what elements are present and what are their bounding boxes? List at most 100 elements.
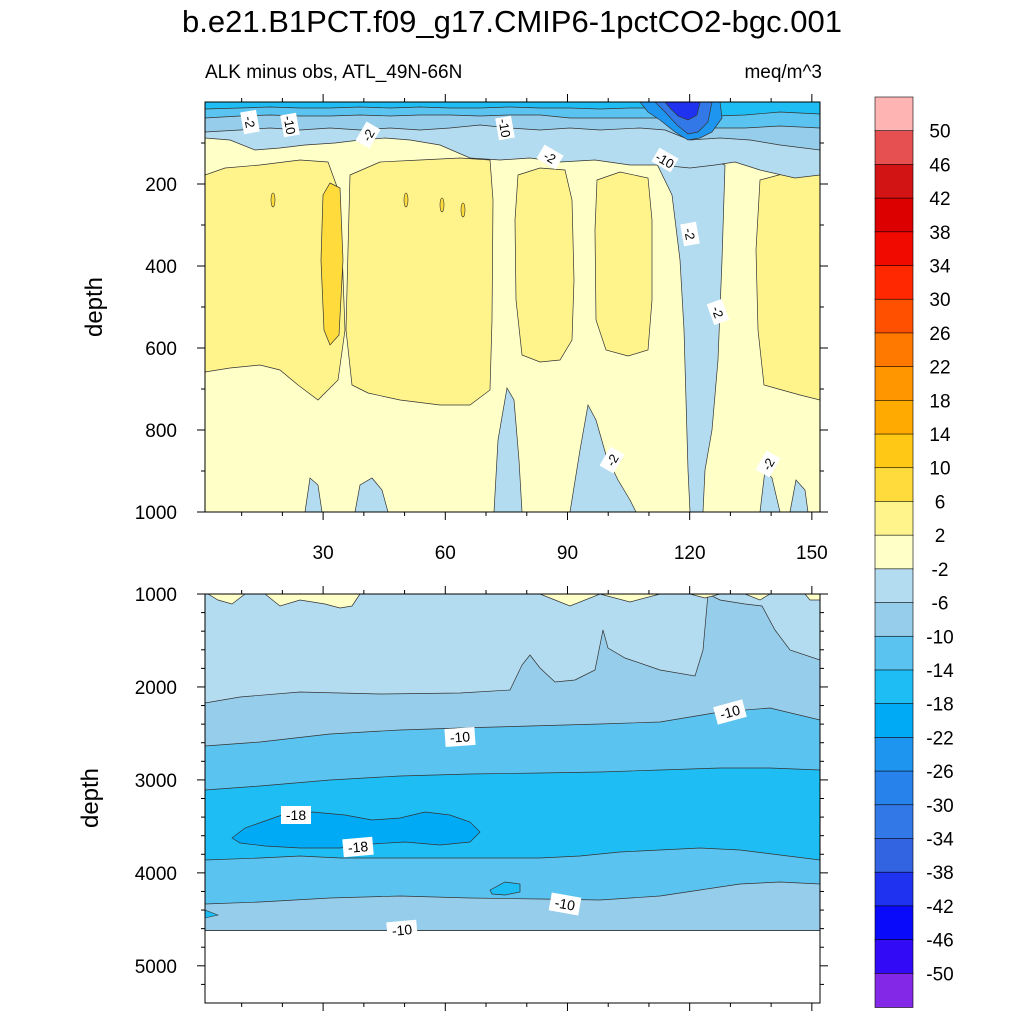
lower-y-tick-label: 5000: [135, 957, 177, 978]
colorbar-swatch: [874, 737, 914, 772]
label-bg: [651, 147, 679, 173]
upper-contour-label-text: -2: [241, 115, 258, 129]
label-bg: [444, 726, 476, 748]
upper-region-tongue-6: [759, 469, 781, 512]
colorbar-label: -42: [926, 897, 953, 918]
colorbar-swatch: [874, 197, 914, 233]
colorbar-label: 38: [929, 223, 950, 244]
lower-contour-label-text: -10: [554, 894, 577, 913]
colorbar-label: -34: [926, 829, 954, 850]
chart-subtitle-left: ALK minus obs, ATL_49N-66N: [205, 62, 463, 83]
lower-field: [205, 594, 820, 931]
colorbar-label: 6: [935, 492, 946, 513]
upper-region-patch-1: [320, 182, 344, 346]
upper-region-tongue-2: [493, 386, 523, 512]
chart-title: b.e21.B1PCT.f09_g17.CMIP6-1pctCO2-bgc.00…: [182, 4, 842, 39]
colorbar-swatch: [874, 433, 914, 469]
upper-x-tick-label: 120: [674, 543, 706, 564]
colorbar-label: 46: [929, 155, 950, 176]
colorbar-label: -2: [932, 560, 949, 581]
colorbar-label: 50: [929, 122, 950, 143]
upper-small-patch: [270, 192, 276, 208]
upper-contour-label: -2: [240, 109, 260, 135]
colorbar-label: 30: [929, 290, 950, 311]
lower-contour-label-text: -10: [718, 702, 742, 723]
colorbar-label: -6: [932, 594, 949, 615]
upper-x-tick-label: 150: [796, 543, 828, 564]
colorbar-swatch: [874, 534, 914, 570]
colorbar-swatch: [874, 602, 914, 638]
label-bg: [342, 836, 374, 858]
upper-region-core-4: [594, 171, 653, 357]
lower-y-tick-label: 4000: [135, 864, 177, 885]
lower-y-axis-label: depth: [77, 768, 104, 828]
label-bg: [680, 221, 700, 247]
colorbar-swatch: [874, 467, 914, 503]
upper-region-tongue-1: [654, 154, 726, 512]
colorbar-swatch: [874, 164, 914, 199]
colorbar-swatch: [874, 703, 914, 739]
upper-y-tick-label: 400: [145, 257, 177, 278]
colorbar-swatch: [874, 568, 914, 604]
colorbar-label: 22: [929, 358, 950, 379]
label-bg: [536, 144, 564, 170]
lower-y-tick-label: 3000: [135, 771, 177, 792]
colorbar-label: 10: [929, 459, 950, 480]
upper-contour-label: -2: [755, 450, 781, 478]
colorbar-label: 26: [929, 324, 950, 345]
label-bg: [706, 298, 730, 326]
colorbar-label: -10: [926, 627, 953, 648]
colorbar-label: 18: [929, 391, 950, 412]
lower-contour-label-text: -18: [286, 807, 306, 823]
lower-contour-label: -10: [444, 726, 476, 748]
upper-contour-label: -2: [355, 121, 381, 149]
lower-contour-label: -18: [342, 836, 374, 858]
lower-contour-label-text: -18: [347, 838, 369, 856]
upper-region-tongue-4: [354, 477, 389, 512]
colorbar-swatch: [874, 501, 914, 536]
lower-contour-label: -10: [386, 919, 418, 941]
lower-region-edge-patch: [205, 909, 220, 919]
colorbar-label: -50: [926, 964, 953, 985]
upper-contour-label-text: -10: [495, 118, 513, 139]
label-bg: [713, 699, 747, 725]
colorbar-label: -26: [926, 762, 953, 783]
upper-contour-label: -2: [706, 298, 730, 326]
upper-region-surface-7: [664, 102, 701, 121]
colorbar-swatch: [874, 770, 914, 806]
colorbar-label: -46: [926, 931, 953, 952]
upper-y-tick-label: 600: [145, 339, 177, 360]
colorbar-label: -38: [926, 863, 953, 884]
label-bg: [355, 121, 381, 149]
upper-contour-label-text: -2: [709, 304, 727, 320]
upper-y-tick-label: 200: [145, 175, 177, 196]
colorbar-label: -18: [926, 695, 953, 716]
label-bg: [548, 892, 582, 916]
upper-x-tick-label: 30: [313, 543, 334, 564]
lower-region-band-6: [489, 881, 521, 896]
colorbar-label: -22: [926, 728, 953, 749]
upper-small-patch: [439, 197, 445, 213]
upper-contour-label: -2: [599, 446, 625, 474]
upper-region-tongue-7: [789, 479, 809, 512]
label-bg: [755, 450, 781, 478]
lower-region-band-8: [205, 594, 820, 609]
upper-x-tick-label: 90: [557, 543, 578, 564]
upper-contour-label-text: -10: [280, 115, 298, 136]
chart-units: meq/m^3: [744, 62, 822, 83]
upper-field: [205, 102, 820, 512]
upper-region-core-5: [755, 169, 820, 401]
colorbar-swatch: [874, 905, 914, 941]
colorbar-swatch: [874, 635, 914, 671]
colorbar-swatch: [874, 400, 914, 435]
upper-region-tongue-5: [304, 477, 323, 512]
lower-contour-label: -18: [281, 806, 311, 824]
label-bg: [495, 115, 515, 141]
upper-small-patch: [403, 192, 409, 208]
lower-contour-label: -10: [713, 699, 747, 725]
colorbar-label: -14: [926, 661, 954, 682]
colorbar-swatch: [874, 871, 914, 907]
upper-x-tick-label: 60: [435, 543, 456, 564]
colorbar-swatch: [874, 838, 914, 873]
